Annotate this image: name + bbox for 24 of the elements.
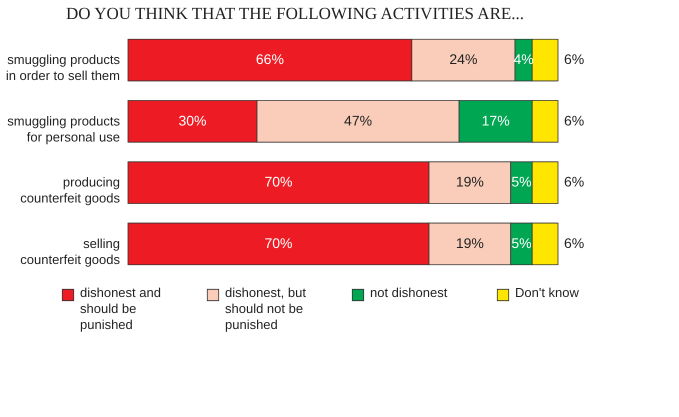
data-label: 5%	[511, 174, 532, 190]
data-label: 6%	[564, 112, 584, 128]
y-tick-label: smuggling products for personal use	[7, 113, 120, 144]
data-label: 30%	[178, 112, 207, 128]
legend-label: Don't know	[515, 285, 580, 300]
data-label: 5%	[511, 234, 532, 251]
data-label: 70%	[264, 234, 293, 251]
data-label: 47%	[344, 112, 372, 128]
legend-label: not dishonest	[370, 285, 448, 300]
legend-label: dishonest, but should not be punished	[225, 285, 306, 332]
data-label: 6%	[564, 174, 584, 190]
y-tick-label: smuggling products in order to sell them	[6, 52, 120, 84]
data-label: 6%	[564, 234, 584, 251]
data-label: 19%	[456, 234, 484, 251]
chart-title: DO YOU THINK THAT THE FOLLOWING ACTIVITIES ARE...	[66, 4, 524, 23]
y-tick-label: selling counterfeit goods	[20, 236, 120, 267]
data-label: 70%	[264, 174, 293, 190]
data-label: 66%	[256, 51, 284, 68]
data-label: 19%	[456, 174, 484, 190]
y-tick-label: producing counterfeit goods	[20, 174, 120, 206]
legend-label: dishonest and should be punished	[80, 285, 161, 332]
data-label: 6%	[564, 51, 584, 68]
data-label: 24%	[449, 51, 478, 68]
data-label: 17%	[482, 112, 510, 128]
